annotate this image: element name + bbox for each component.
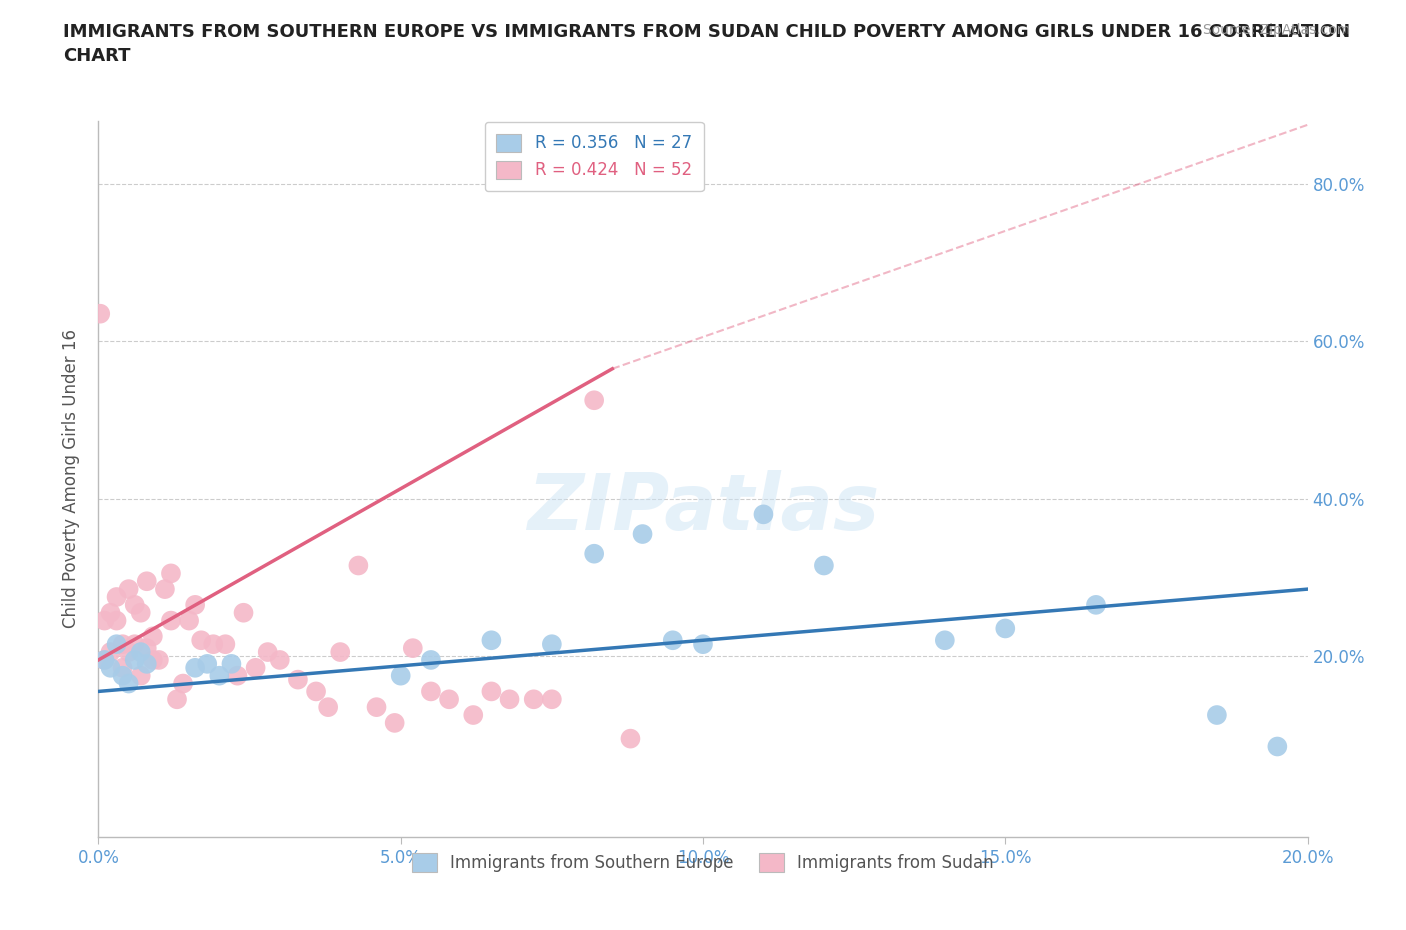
Point — [153, 581, 176, 596]
Point — [481, 684, 503, 698]
Point — [93, 653, 115, 668]
Point — [1085, 597, 1108, 612]
Point — [89, 306, 111, 321]
Point — [208, 669, 231, 684]
Point — [118, 581, 141, 596]
Point — [1206, 708, 1229, 723]
Point — [111, 660, 134, 675]
Point — [100, 660, 122, 675]
Point — [540, 692, 562, 707]
Point — [402, 641, 425, 656]
Point — [226, 669, 249, 684]
Point — [124, 597, 146, 612]
Point — [752, 507, 775, 522]
Point — [813, 558, 835, 573]
Point — [256, 644, 278, 659]
Point — [420, 684, 443, 698]
Point — [619, 731, 641, 746]
Text: ZIPatlas: ZIPatlas — [527, 470, 879, 546]
Point — [160, 566, 183, 581]
Point — [105, 590, 128, 604]
Point — [481, 632, 503, 647]
Point — [463, 708, 485, 723]
Point — [129, 605, 152, 620]
Point — [190, 632, 212, 647]
Point — [631, 526, 654, 541]
Point — [111, 669, 134, 684]
Point — [245, 660, 267, 675]
Point — [184, 597, 207, 612]
Point — [661, 632, 683, 647]
Legend: Immigrants from Southern Europe, Immigrants from Sudan: Immigrants from Southern Europe, Immigra… — [405, 847, 1001, 879]
Point — [129, 644, 152, 659]
Point — [583, 392, 606, 407]
Point — [172, 676, 194, 691]
Point — [214, 637, 236, 652]
Point — [329, 644, 352, 659]
Point — [498, 692, 520, 707]
Point — [124, 637, 146, 652]
Point — [384, 715, 406, 730]
Point — [135, 657, 157, 671]
Point — [105, 637, 128, 652]
Point — [160, 613, 183, 628]
Point — [118, 676, 141, 691]
Point — [142, 629, 165, 644]
Point — [195, 657, 218, 671]
Point — [135, 641, 157, 656]
Point — [366, 699, 388, 714]
Point — [583, 546, 606, 561]
Point — [93, 613, 115, 628]
Point — [232, 605, 254, 620]
Point — [179, 613, 201, 628]
Point — [142, 653, 165, 668]
Point — [100, 605, 122, 620]
Point — [437, 692, 460, 707]
Y-axis label: Child Poverty Among Girls Under 16: Child Poverty Among Girls Under 16 — [62, 329, 80, 629]
Point — [287, 672, 309, 687]
Point — [540, 637, 562, 652]
Point — [692, 637, 714, 652]
Point — [994, 621, 1017, 636]
Point — [347, 558, 370, 573]
Point — [129, 669, 152, 684]
Text: Source: ZipAtlas.com: Source: ZipAtlas.com — [1202, 23, 1350, 37]
Point — [111, 637, 134, 652]
Point — [420, 653, 443, 668]
Point — [93, 653, 115, 668]
Point — [118, 644, 141, 659]
Point — [148, 653, 170, 668]
Point — [1267, 739, 1289, 754]
Point — [202, 637, 225, 652]
Point — [934, 632, 956, 647]
Point — [389, 669, 412, 684]
Point — [166, 692, 188, 707]
Point — [269, 653, 291, 668]
Point — [105, 613, 128, 628]
Point — [184, 660, 207, 675]
Point — [305, 684, 328, 698]
Text: IMMIGRANTS FROM SOUTHERN EUROPE VS IMMIGRANTS FROM SUDAN CHILD POVERTY AMONG GIR: IMMIGRANTS FROM SOUTHERN EUROPE VS IMMIG… — [63, 23, 1350, 65]
Point — [221, 657, 243, 671]
Point — [100, 644, 122, 659]
Point — [124, 653, 146, 668]
Point — [135, 574, 157, 589]
Point — [316, 699, 339, 714]
Point — [523, 692, 546, 707]
